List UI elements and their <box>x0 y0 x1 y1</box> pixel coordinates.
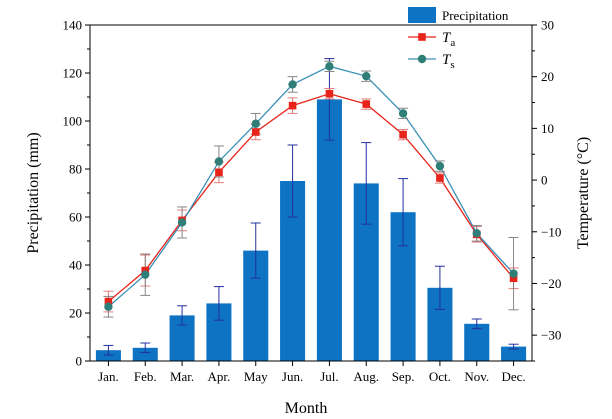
legend-marker-a <box>418 33 426 41</box>
precipitation-error-bar <box>287 144 298 218</box>
temperature-marker-a <box>399 130 407 139</box>
y-left-tick-label: 120 <box>63 66 83 81</box>
temperature-marker-s <box>435 161 445 171</box>
x-tick-label: Nov. <box>464 369 489 384</box>
x-axis-label: Month <box>285 400 328 417</box>
x-tick-label: Aug. <box>353 369 379 384</box>
x-tick-label: May <box>244 369 268 384</box>
y-left-tick-label: 40 <box>69 258 82 273</box>
legend-label-s: Ts <box>442 52 455 71</box>
y-left-tick-label: 140 <box>63 18 83 33</box>
x-tick-label: Feb. <box>134 369 157 384</box>
x-tick-label: Dec. <box>501 369 525 384</box>
legend: Precipitation Ta Ts <box>408 7 509 71</box>
temperature-marker-s <box>398 109 408 118</box>
precipitation-bar <box>464 323 490 361</box>
x-tick-label: Mar. <box>170 369 194 384</box>
x-tick-label: Oct. <box>429 369 451 384</box>
temperature-marker-s <box>214 157 224 166</box>
precipitation-error-bar <box>471 318 482 330</box>
temperature-marker-s <box>288 80 297 89</box>
temperature-marker-s <box>362 71 371 81</box>
temperature-marker-a <box>288 101 297 110</box>
y-right-tick-label: −10 <box>541 224 561 239</box>
y-left-tick-label: 100 <box>63 114 83 129</box>
precipitation-bar <box>132 347 158 361</box>
y-left-tick-label: 20 <box>69 306 82 321</box>
precipitation-bar <box>501 346 527 361</box>
precipitation-error-bar <box>213 286 224 321</box>
y-right-tick-label: −20 <box>541 276 561 291</box>
precipitation-error-bar <box>324 58 335 141</box>
legend-entry-a: Ta <box>408 30 455 49</box>
temperature-marker-s <box>472 229 481 238</box>
temperature-lines <box>103 60 519 318</box>
temperature-line-s <box>107 65 515 308</box>
precipitation-error-bars <box>103 58 519 356</box>
x-tick-label: Sep. <box>392 369 415 384</box>
temperature-marker-a <box>104 297 113 306</box>
temperature-marker-s <box>104 302 113 311</box>
axes: 0 20 40 60 80 100 120 140 −30 −20 −10 0 10 20 30 Jan. Fe… <box>63 18 562 385</box>
temperature-marker-a <box>325 89 334 98</box>
temperature-marker-a <box>436 174 444 182</box>
y-right-tick-label: 20 <box>541 69 554 84</box>
precipitation-error-bar <box>103 344 114 356</box>
precipitation-error-bar <box>177 305 188 326</box>
legend-entry-precipitation: Precipitation <box>408 7 509 23</box>
y-axis-left-label: Precipitation (mm) <box>25 132 42 253</box>
temperature-marker-s <box>177 218 187 227</box>
precipitation-bars <box>95 99 527 362</box>
y-right-tick-label: −30 <box>541 328 561 343</box>
temperature-marker-a <box>251 128 260 136</box>
legend-label-a: Ta <box>442 30 455 49</box>
y-right-tick-label: 30 <box>541 18 554 33</box>
precipitation-error-bar <box>398 178 409 247</box>
temperature-marker-a <box>215 168 223 177</box>
x-tick-label: Apr. <box>208 369 231 384</box>
y-left-tick-label: 60 <box>69 210 82 225</box>
temperature-marker-a <box>362 100 371 108</box>
temperature-marker-s <box>325 62 334 71</box>
y-right-tick-label: 0 <box>541 173 548 188</box>
temperature-marker-a <box>509 274 518 283</box>
x-tick-label: Jul. <box>320 369 338 384</box>
y-left-tick-label: 0 <box>76 354 83 369</box>
legend-marker-s <box>417 54 427 64</box>
precipitation-error-bar <box>140 342 151 354</box>
temperature-marker-s <box>251 119 260 128</box>
precipitation-error-bar <box>361 142 372 225</box>
temperature-line-a <box>107 93 515 303</box>
y-axis-right-label: Temperature (°C) <box>575 137 592 249</box>
y-right-tick-label: 10 <box>541 121 554 136</box>
temperature-marker-s <box>141 270 150 279</box>
precipitation-error-bar <box>250 222 261 279</box>
precipitation-bar <box>95 350 121 361</box>
legend-swatch-precipitation <box>408 7 436 23</box>
y-left-tick-label: 80 <box>69 162 82 177</box>
x-tick-label: Jan. <box>98 369 119 384</box>
legend-entry-s: Ts <box>408 52 455 71</box>
x-tick-label: Jun. <box>282 369 303 384</box>
legend-label-precipitation: Precipitation <box>442 8 509 23</box>
temperature-marker-s <box>509 269 518 278</box>
precipitation-bar <box>316 99 342 362</box>
precipitation-error-bar <box>508 343 519 350</box>
precipitation-error-bar <box>434 265 445 310</box>
